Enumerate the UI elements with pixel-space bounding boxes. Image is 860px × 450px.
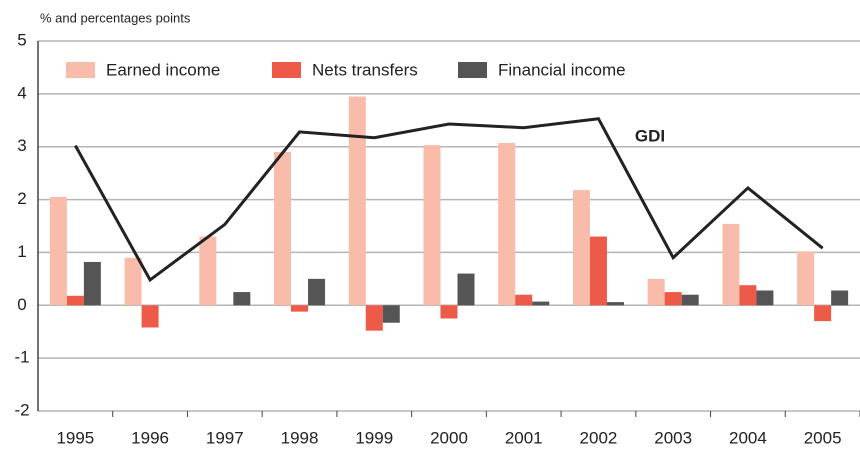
bar	[498, 143, 516, 306]
bar	[308, 278, 326, 306]
y-axis-label: % and percentages points	[40, 10, 191, 25]
bar	[831, 290, 849, 306]
bar	[233, 292, 251, 306]
legend-label: Financial income	[498, 60, 626, 79]
bar	[49, 196, 67, 306]
bar	[572, 190, 590, 306]
legend-swatch	[272, 62, 301, 78]
bar	[647, 278, 665, 306]
bar	[589, 236, 607, 306]
x-tick-label: 2002	[580, 428, 618, 447]
y-tick-label: -1	[14, 348, 29, 367]
legend-label: Earned income	[106, 60, 220, 79]
bar	[681, 294, 699, 306]
bar	[532, 301, 550, 306]
bar	[365, 305, 383, 331]
y-tick-label: 5	[17, 30, 26, 49]
bar	[83, 261, 101, 306]
x-tick-label: 2003	[654, 428, 692, 447]
line-label: GDI	[635, 126, 665, 145]
bar	[440, 305, 458, 319]
x-tick-label: 2005	[804, 428, 842, 447]
x-tick-label: 1999	[355, 428, 393, 447]
x-tick-label: 2004	[729, 428, 767, 447]
y-tick-label: -2	[14, 400, 29, 419]
x-tick-label: 1998	[281, 428, 319, 447]
x-tick-label: 1996	[131, 428, 169, 447]
bar	[814, 305, 832, 322]
legend-swatch	[458, 62, 487, 78]
bar	[739, 285, 757, 306]
bar	[664, 292, 682, 306]
y-tick-label: 2	[17, 189, 26, 208]
bar	[274, 152, 292, 306]
bar	[291, 305, 309, 312]
x-tick-label: 2001	[505, 428, 543, 447]
bar	[66, 295, 84, 306]
bar	[722, 223, 740, 306]
bar	[423, 145, 441, 306]
bar	[124, 257, 142, 306]
y-tick-label: 0	[17, 295, 26, 314]
bar	[457, 273, 475, 306]
line	[74, 117, 824, 283]
y-tick-label: 1	[17, 242, 26, 261]
x-tick-label: 1995	[56, 428, 94, 447]
x-tick-label: 2000	[430, 428, 468, 447]
bar	[756, 290, 774, 306]
bar	[199, 236, 217, 306]
bar	[348, 96, 366, 306]
bar	[382, 305, 400, 323]
bar	[606, 302, 624, 306]
x-tick-label: 1997	[206, 428, 244, 447]
bar	[515, 294, 533, 306]
legend-swatch	[66, 62, 95, 78]
legend-label: Nets transfers	[312, 60, 418, 79]
bar	[797, 251, 815, 306]
y-tick-label: 4	[17, 83, 26, 102]
bar	[141, 305, 159, 328]
y-tick-label: 3	[17, 136, 26, 155]
